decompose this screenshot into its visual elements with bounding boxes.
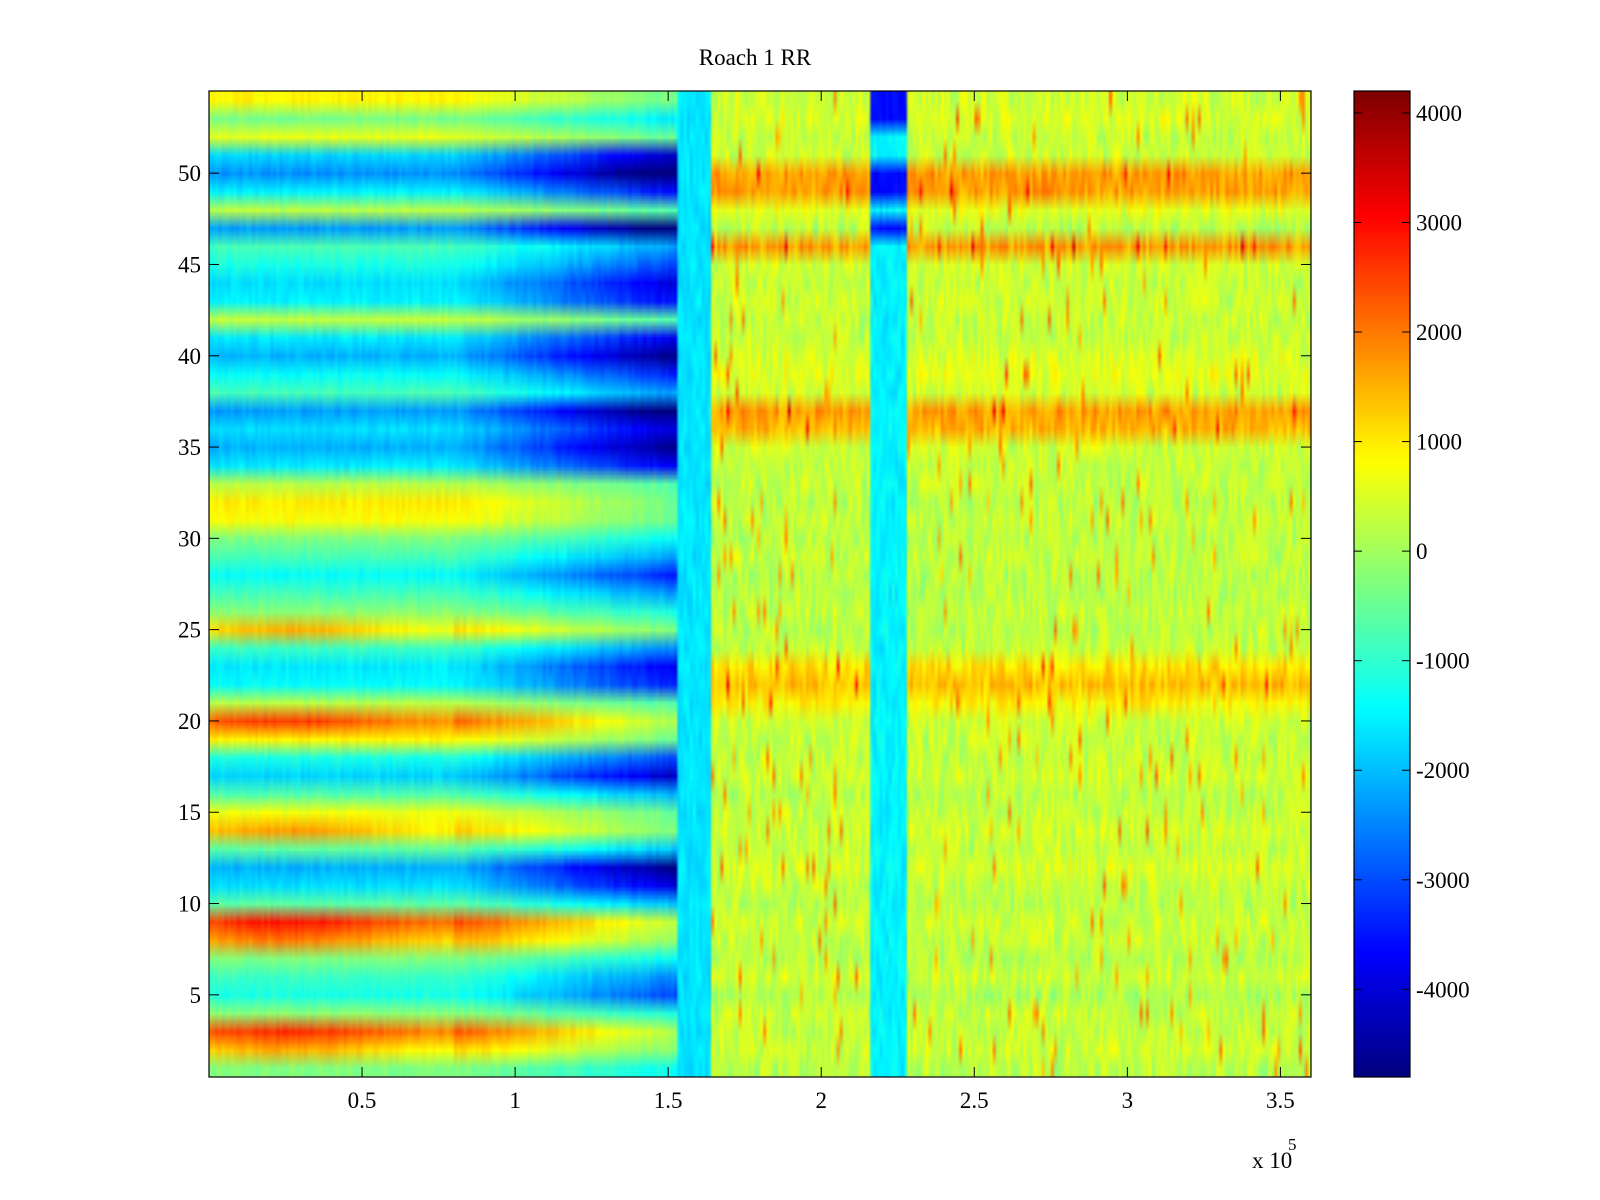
y-tick-label: 50 (178, 161, 201, 186)
y-tick-label: 40 (178, 344, 201, 369)
colorbar-tick-label: 2000 (1416, 320, 1462, 345)
x-tick-label: 3 (1122, 1088, 1134, 1113)
colorbar-gradient (1354, 91, 1410, 1077)
x-exponent-power: 5 (1288, 1135, 1297, 1154)
x-tick-label: 2.5 (960, 1088, 989, 1113)
y-tick-label: 15 (178, 800, 201, 825)
y-axis-ticks: 5 10 15 20 25 30 35 40 45 50 (178, 161, 1311, 1008)
plot-frame (208, 90, 1312, 1078)
colorbar-tick-label: 1000 (1416, 430, 1462, 455)
colorbar-tick-label: -2000 (1416, 758, 1470, 783)
colorbar-tick-label: 0 (1416, 539, 1428, 564)
y-tick-label: 35 (178, 435, 201, 460)
x-exponent: x 10 5 (1252, 1135, 1297, 1173)
x-tick-label: 0.5 (348, 1088, 377, 1113)
colorbar: 4000 3000 2000 1000 0 -1000 -2000 -3000 -4000 (1353, 90, 1470, 1078)
x-tick-label: 2 (815, 1088, 827, 1113)
colorbar-tick-label: 3000 (1416, 210, 1462, 235)
colorbar-ticks: 4000 3000 2000 1000 0 -1000 -2000 -3000 -4000 (1354, 101, 1470, 1002)
x-tick-label: 1.5 (654, 1088, 683, 1113)
heatmap-image (209, 91, 1311, 1077)
y-tick-label: 5 (190, 983, 202, 1008)
colorbar-tick-label: -3000 (1416, 868, 1470, 893)
chart-title: Roach 1 RR (699, 45, 812, 70)
x-tick-label: 1 (509, 1088, 521, 1113)
colorbar-frame (1353, 90, 1411, 1078)
plot-area: 0.5 1 1.5 2 2.5 3 3.5 5 10 15 20 25 30 35 40 45 50 (178, 90, 1312, 1113)
y-tick-label: 30 (178, 526, 201, 551)
colorbar-tick-label: -1000 (1416, 649, 1470, 674)
x-tick-label: 3.5 (1266, 1088, 1295, 1113)
colorbar-tick-label: -4000 (1416, 977, 1470, 1002)
colorbar-tick-label: 4000 (1416, 101, 1462, 126)
y-tick-label: 20 (178, 709, 201, 734)
y-tick-label: 10 (178, 892, 201, 917)
x-axis-ticks: 0.5 1 1.5 2 2.5 3 3.5 (348, 91, 1295, 1113)
y-tick-label: 25 (178, 618, 201, 643)
y-tick-label: 45 (178, 252, 201, 277)
x-exponent-label: x 10 (1252, 1148, 1292, 1173)
